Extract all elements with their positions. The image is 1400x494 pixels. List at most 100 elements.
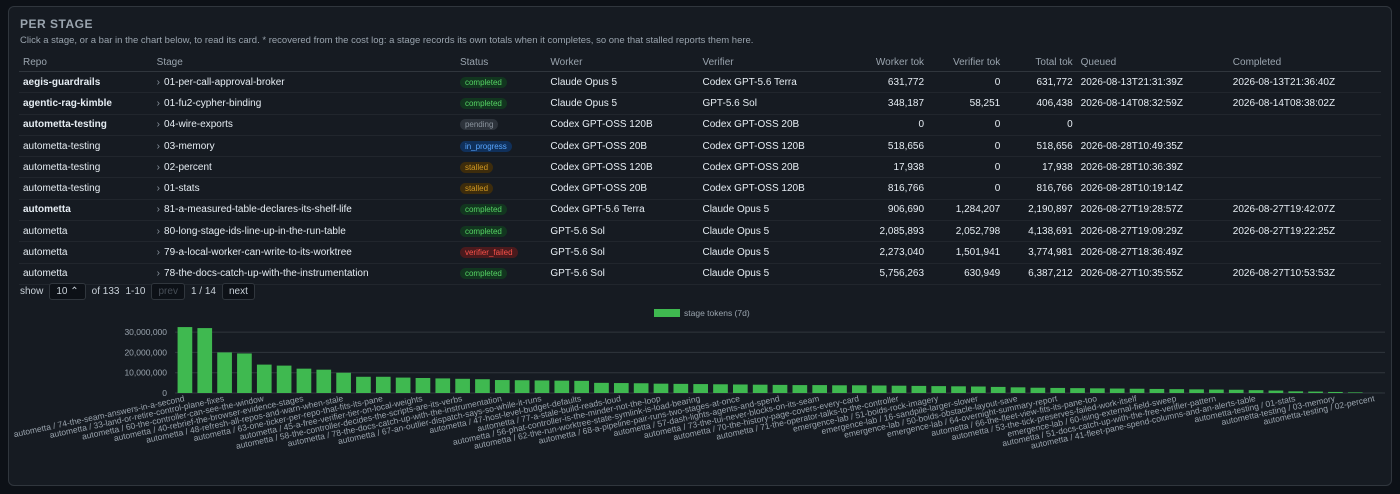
bar[interactable] (356, 376, 371, 393)
bar[interactable] (1328, 391, 1343, 393)
bar[interactable] (1189, 389, 1204, 393)
bar[interactable] (792, 385, 808, 393)
bar[interactable] (1268, 390, 1284, 393)
bar[interactable] (276, 365, 292, 393)
bar[interactable] (951, 386, 966, 393)
y-tick-label: 0 (162, 388, 167, 398)
bar[interactable] (594, 382, 609, 393)
bar[interactable] (633, 383, 649, 393)
table-row[interactable]: autometta79-a-local-worker-can-write-to-… (19, 241, 1381, 264)
bar[interactable] (673, 383, 689, 393)
cell: Codex GPT-5.6 Terra (698, 71, 851, 94)
bar[interactable] (217, 352, 232, 393)
bar[interactable] (435, 378, 451, 393)
status-pill: stalled (459, 183, 494, 195)
bar[interactable] (613, 383, 629, 393)
bar[interactable] (237, 353, 252, 393)
bar[interactable] (1149, 388, 1165, 393)
cell: 0 (928, 156, 1005, 179)
bar[interactable] (732, 384, 748, 393)
cell[interactable]: 01-per-call-approval-broker (152, 71, 456, 94)
table-row[interactable]: agentic-rag-kimble01-fu2-cypher-bindingc… (19, 92, 1381, 115)
bar[interactable] (1050, 387, 1066, 393)
cell[interactable]: 01-fu2-cypher-binding (152, 92, 456, 115)
prev-button[interactable]: prev (151, 283, 185, 300)
table-row[interactable]: autometta78-the-docs-catch-up-with-the-i… (19, 263, 1381, 285)
bar[interactable] (891, 385, 907, 393)
bar[interactable] (1228, 389, 1244, 393)
bar[interactable] (375, 376, 391, 393)
bar[interactable] (1169, 389, 1185, 393)
cell[interactable]: 03-memory (152, 135, 456, 158)
bar[interactable] (455, 378, 470, 393)
bar[interactable] (256, 364, 272, 393)
bar[interactable] (494, 380, 510, 393)
table-row[interactable]: autometta81-a-measured-table-declares-it… (19, 198, 1381, 222)
bar[interactable] (1070, 388, 1085, 393)
bar[interactable] (911, 385, 927, 393)
cell (1228, 113, 1381, 136)
panel: PER STAGE Click a stage, or a bar in the… (8, 6, 1392, 486)
cell: autometta (19, 263, 153, 285)
pagination: show 10 ⌃ of 133 1-10 prev 1 / 14 next (20, 283, 255, 300)
cell[interactable]: 79-a-local-worker-can-write-to-its-workt… (152, 241, 456, 264)
bar[interactable] (971, 386, 986, 393)
table-row[interactable]: aegis-guardrails01-per-call-approval-bro… (19, 71, 1381, 94)
y-tick-label: 30,000,000 (124, 327, 167, 337)
bar[interactable] (1347, 392, 1363, 393)
bar[interactable] (1129, 388, 1145, 393)
bar[interactable] (197, 328, 213, 393)
bar[interactable] (990, 386, 1006, 393)
bar[interactable] (1030, 387, 1046, 393)
bar[interactable] (1090, 388, 1105, 393)
bar[interactable] (812, 385, 828, 393)
bar[interactable] (296, 368, 312, 393)
bar[interactable] (752, 384, 768, 393)
bar[interactable] (177, 327, 193, 393)
bar[interactable] (395, 377, 411, 393)
bar[interactable] (574, 380, 589, 393)
cell[interactable]: 81-a-measured-table-declares-its-shelf-l… (152, 198, 456, 222)
cell[interactable]: 78-the-docs-catch-up-with-the-instrument… (152, 263, 456, 285)
bar[interactable] (1248, 390, 1264, 393)
status-pill: in_progress (459, 140, 512, 152)
bar[interactable] (653, 383, 669, 393)
bar[interactable] (475, 379, 490, 393)
column-header: Completed (1228, 53, 1381, 72)
cell: Codex GPT-OSS 120B (698, 177, 851, 200)
column-header: Total tok (1004, 53, 1077, 72)
cell: 0 (1004, 113, 1077, 136)
bar[interactable] (1308, 391, 1323, 393)
cell: 406,438 (1004, 92, 1077, 115)
bar[interactable] (1109, 388, 1125, 393)
bar[interactable] (713, 384, 728, 393)
bar[interactable] (534, 380, 550, 393)
next-button[interactable]: next (221, 283, 255, 300)
page-size-select[interactable]: 10 ⌃ (49, 283, 86, 300)
bar[interactable] (415, 377, 431, 393)
status-pill: verifier_failed (459, 247, 518, 259)
bar[interactable] (1010, 387, 1026, 393)
cell[interactable]: 02-percent (152, 156, 456, 179)
bar[interactable] (514, 380, 530, 393)
bar[interactable] (931, 386, 947, 393)
bar[interactable] (693, 384, 708, 393)
bar[interactable] (336, 372, 351, 393)
bar[interactable] (832, 385, 847, 393)
bar[interactable] (852, 385, 867, 393)
bar[interactable] (316, 369, 332, 393)
bar[interactable] (554, 380, 570, 393)
table-row[interactable]: autometta80-long-stage-ids-line-up-in-th… (19, 220, 1381, 243)
bar[interactable] (772, 384, 788, 393)
cell[interactable]: 80-long-stage-ids-line-up-in-the-run-tab… (152, 220, 456, 243)
bar[interactable] (1209, 389, 1224, 393)
bar[interactable] (871, 385, 887, 393)
cell[interactable]: 01-stats (152, 177, 456, 200)
legend-swatch (654, 309, 680, 317)
cell[interactable]: 04-wire-exports (152, 113, 456, 136)
bar[interactable] (1288, 391, 1304, 393)
